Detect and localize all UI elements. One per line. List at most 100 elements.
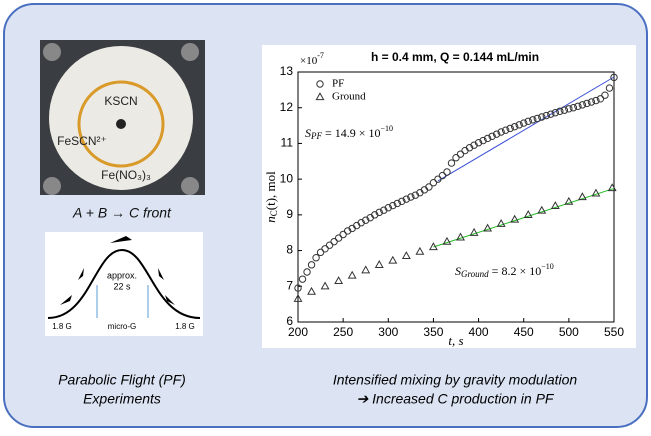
diagram-label: micro-G [108, 322, 136, 331]
data-point [407, 193, 415, 201]
data-point [496, 218, 506, 227]
legend-label: PF [332, 78, 344, 90]
data-point [605, 84, 614, 92]
chart-title: h = 0.4 mm, Q = 0.144 mL/min [371, 50, 539, 64]
data-point [523, 210, 533, 218]
annotation-symbol: S [455, 264, 461, 278]
data-point [294, 284, 302, 292]
data-point [506, 124, 514, 133]
data-point [550, 201, 560, 210]
data-point [442, 236, 452, 245]
diagram-label: 1.8 G [52, 322, 72, 331]
data-point [443, 168, 451, 176]
data-point [339, 230, 347, 239]
y-tick-label: 11 [281, 136, 294, 150]
annotation: SGround = 8.2 × 10−10 [455, 262, 554, 279]
y-label-subscript: C [269, 210, 279, 216]
data-point [578, 101, 587, 109]
data-point [501, 126, 510, 134]
y-multiplier-text: ×10 [300, 55, 318, 67]
chart-background [262, 45, 636, 348]
data-point [474, 139, 483, 147]
data-point [388, 255, 398, 264]
annotation-subscript: PF [310, 131, 322, 141]
x-tick-label: 300 [378, 325, 398, 339]
legend-label: Ground [332, 91, 366, 103]
y-axis-label: nC(t), mol [263, 171, 279, 223]
data-point [429, 179, 438, 187]
photo-label: Fe(NO₃)₃ [101, 168, 151, 182]
data-point [298, 275, 307, 283]
y-tick-label: 12 [280, 100, 294, 114]
data-point [320, 281, 330, 290]
data-point [384, 204, 392, 212]
photo-label: KSCN [104, 94, 137, 108]
legend-marker [316, 80, 324, 88]
data-point [542, 111, 550, 120]
annotation: SPF = 14.9 × 10−10 [305, 124, 393, 141]
data-point [447, 159, 456, 167]
data-point [375, 208, 383, 217]
data-point [533, 114, 541, 123]
data-point [583, 99, 591, 108]
annotation-text: = 14.9 × 10 [322, 126, 381, 140]
photo-caption: A + B → C front [72, 205, 172, 221]
data-point [401, 251, 411, 260]
x-tick-label: 550 [604, 325, 624, 339]
data-point [312, 254, 320, 262]
data-point [497, 128, 505, 136]
data-point [293, 293, 303, 302]
annotation-symbol: S [305, 126, 311, 140]
photo: KSCN FeSCN²⁺ Fe(NO₃)₃ [40, 40, 205, 195]
data-point [452, 154, 460, 162]
data-point [587, 98, 596, 106]
caption: Experiments [83, 391, 161, 407]
data-point [469, 227, 479, 236]
y-label-symbol: n [263, 216, 278, 223]
data-point [325, 241, 334, 249]
x-tick-label: 450 [514, 325, 534, 339]
data-point [564, 196, 574, 205]
y-tick-label: 13 [280, 64, 294, 78]
fit-line [437, 76, 615, 182]
data-point [596, 95, 605, 103]
data-point [334, 276, 344, 285]
flight-diagram: approx. 22 s 1.8 G micro-G 1.8 G [45, 232, 203, 336]
data-point [569, 104, 578, 112]
data-point [389, 201, 397, 210]
data-point [479, 136, 487, 145]
data-point [529, 116, 537, 124]
data-point [565, 105, 573, 113]
data-point [488, 132, 496, 140]
data-point [393, 199, 402, 208]
y-multiplier: ×10-7 [300, 51, 324, 67]
fit-line [433, 187, 615, 248]
data-point [574, 102, 582, 110]
data-point [483, 134, 492, 143]
data-point [434, 175, 442, 183]
x-tick-label: 400 [469, 325, 489, 339]
data-point [374, 260, 384, 268]
annotation-exponent: −10 [381, 124, 394, 133]
annotation-subscript: Ground [461, 269, 489, 279]
data-point [537, 205, 547, 214]
diagram-label: approx. [107, 270, 137, 280]
x-tick-label: 500 [559, 325, 579, 339]
data-point [483, 223, 493, 232]
plot-frame [297, 71, 615, 323]
data-point [438, 171, 447, 180]
annotation-exponent: −10 [541, 262, 554, 271]
data-point [347, 270, 357, 279]
diagram-label: 22 s [113, 281, 131, 291]
data-point [560, 106, 569, 114]
data-point [610, 73, 618, 82]
data-point [510, 214, 520, 223]
data-point [415, 246, 425, 255]
caption: Intensified mixing by gravity modulation [333, 372, 578, 388]
data-point [425, 183, 433, 191]
x-tick-label: 250 [333, 325, 353, 339]
data-point [556, 107, 564, 115]
y-tick-label: 10 [280, 171, 294, 185]
